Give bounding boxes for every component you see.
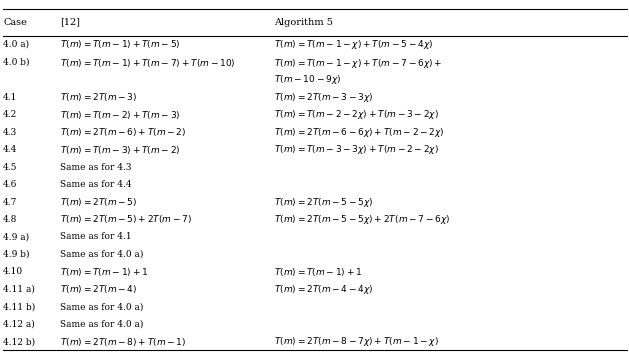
Text: 4.10: 4.10 <box>3 267 23 276</box>
Text: $T(m) = 2T(m-3)$: $T(m) = 2T(m-3)$ <box>60 91 137 103</box>
Text: 4.5: 4.5 <box>3 163 18 172</box>
Text: $T(m) = T(m-1) + 1$: $T(m) = T(m-1) + 1$ <box>60 266 148 278</box>
Text: $T(m) = 2T(m-5) + 2T(m-7)$: $T(m) = 2T(m-5) + 2T(m-7)$ <box>60 214 192 225</box>
Text: $T(m) = T(m-3) + T(m-2)$: $T(m) = T(m-3) + T(m-2)$ <box>60 144 181 156</box>
Text: $T(m) = T(m-1-\chi)+T(m-7-6\chi)+$: $T(m) = T(m-1-\chi)+T(m-7-6\chi)+$ <box>274 57 442 70</box>
Text: $T(m) = 2T(m-8-7\chi)+T(m-1-\chi)$: $T(m) = 2T(m-8-7\chi)+T(m-1-\chi)$ <box>274 335 438 348</box>
Text: $T(m) = T(m-3-3\chi)+T(m-2-2\chi)$: $T(m) = T(m-3-3\chi)+T(m-2-2\chi)$ <box>274 143 438 156</box>
Text: Same as for 4.1: Same as for 4.1 <box>60 232 131 241</box>
Text: 4.7: 4.7 <box>3 198 18 206</box>
Text: $T(m) = 2T(m-5-5\chi)$: $T(m) = 2T(m-5-5\chi)$ <box>274 195 373 209</box>
Text: 4.12 b): 4.12 b) <box>3 337 35 346</box>
Text: Same as for 4.0 a): Same as for 4.0 a) <box>60 250 143 259</box>
Text: 4.4: 4.4 <box>3 145 18 154</box>
Text: $T(m-10-9\chi)$: $T(m-10-9\chi)$ <box>274 73 341 86</box>
Text: Same as for 4.0 a): Same as for 4.0 a) <box>60 320 143 329</box>
Text: $T(m) = T(m-2-2\chi) + T(m-3-2\chi)$: $T(m) = T(m-2-2\chi) + T(m-3-2\chi)$ <box>274 108 438 121</box>
Text: 4.11 a): 4.11 a) <box>3 285 35 294</box>
Text: 4.8: 4.8 <box>3 215 18 224</box>
Text: $T(m) = T(m-2) + T(m-3)$: $T(m) = T(m-2) + T(m-3)$ <box>60 109 181 121</box>
Text: $T(m) = 2T(m-4-4\chi)$: $T(m) = 2T(m-4-4\chi)$ <box>274 283 373 296</box>
Text: $T(m) = T(m-1) + 1$: $T(m) = T(m-1) + 1$ <box>274 266 362 278</box>
Text: 4.9 b): 4.9 b) <box>3 250 30 259</box>
Text: 4.6: 4.6 <box>3 180 18 189</box>
Text: 4.0 b): 4.0 b) <box>3 57 30 66</box>
Text: $T(m) = T(m-1-\chi) + T(m-5-4\chi)$: $T(m) = T(m-1-\chi) + T(m-5-4\chi)$ <box>274 38 433 51</box>
Text: Algorithm 5: Algorithm 5 <box>274 18 333 27</box>
Text: $T(m) = 2T(m-5-5\chi)+2T(m-7-6\chi)$: $T(m) = 2T(m-5-5\chi)+2T(m-7-6\chi)$ <box>274 213 450 226</box>
Text: 4.2: 4.2 <box>3 110 18 119</box>
Text: 4.3: 4.3 <box>3 128 18 137</box>
Text: 4.9 a): 4.9 a) <box>3 232 30 241</box>
Text: $T(m) = 2T(m-6) + T(m-2)$: $T(m) = 2T(m-6) + T(m-2)$ <box>60 126 186 138</box>
Text: Same as for 4.3: Same as for 4.3 <box>60 163 131 172</box>
Text: $T(m) = 2T(m-4)$: $T(m) = 2T(m-4)$ <box>60 283 137 295</box>
Text: $T(m) = T(m-1) + T(m-7) + T(m-10)$: $T(m) = T(m-1) + T(m-7) + T(m-10)$ <box>60 57 235 69</box>
Text: $T(m) = 2T(m-5)$: $T(m) = 2T(m-5)$ <box>60 196 137 208</box>
Text: 4.11 b): 4.11 b) <box>3 302 35 311</box>
Text: $T(m) = 2T(m-3-3\chi)$: $T(m) = 2T(m-3-3\chi)$ <box>274 91 373 104</box>
Text: 4.12 a): 4.12 a) <box>3 320 35 329</box>
Text: Same as for 4.4: Same as for 4.4 <box>60 180 131 189</box>
Text: 4.1: 4.1 <box>3 93 18 102</box>
Text: [12]: [12] <box>60 18 80 27</box>
Text: $T(m) = 2T(m-8) + T(m-1)$: $T(m) = 2T(m-8) + T(m-1)$ <box>60 336 186 347</box>
Text: Case: Case <box>3 18 27 27</box>
Text: $T(m) = T(m-1) + T(m-5)$: $T(m) = T(m-1) + T(m-5)$ <box>60 38 181 50</box>
Text: Same as for 4.0 a): Same as for 4.0 a) <box>60 302 143 311</box>
Text: $T(m) = 2T(m-6-6\chi)+T(m-2-2\chi)$: $T(m) = 2T(m-6-6\chi)+T(m-2-2\chi)$ <box>274 126 444 139</box>
Text: 4.0 a): 4.0 a) <box>3 40 30 49</box>
